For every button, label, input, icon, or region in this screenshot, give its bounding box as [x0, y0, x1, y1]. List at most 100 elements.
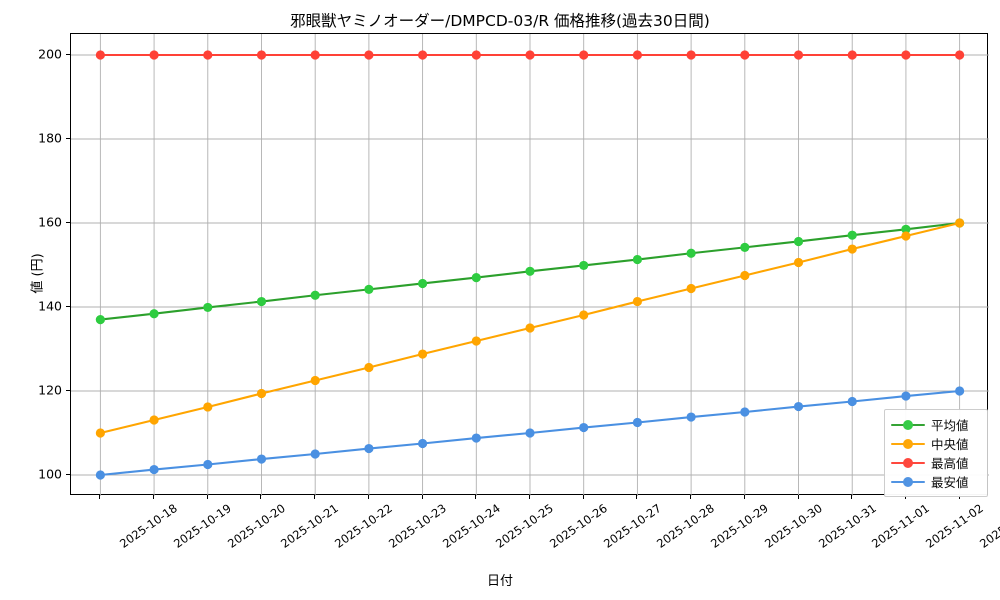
- x-axis-tick-mark: [153, 495, 155, 499]
- series-2: [95, 218, 965, 438]
- legend-item-2[interactable]: 中央値: [891, 434, 981, 453]
- legend-label: 中央値: [931, 437, 969, 452]
- data-point: [203, 459, 213, 470]
- data-point: [417, 278, 428, 289]
- data-point: [149, 415, 159, 425]
- data-point: [632, 417, 643, 428]
- data-point: [364, 284, 374, 294]
- data-point: [364, 50, 374, 60]
- data-point: [579, 422, 589, 433]
- x-tick-label: 2025-10-19: [171, 501, 234, 551]
- data-point: [955, 218, 965, 228]
- data-point: [632, 50, 643, 60]
- data-point: [579, 50, 589, 60]
- data-point: [364, 362, 374, 373]
- y-tick-label: 200: [38, 46, 62, 62]
- data-point: [901, 224, 911, 234]
- x-axis-tick-mark: [797, 495, 799, 499]
- y-tick-label: 160: [38, 214, 62, 230]
- data-point: [203, 302, 213, 313]
- data-point: [417, 438, 428, 449]
- data-point: [632, 296, 643, 307]
- data-point: [686, 248, 696, 258]
- data-point: [955, 386, 965, 396]
- data-point: [793, 50, 804, 60]
- data-point: [740, 50, 750, 60]
- y-tick-label: 100: [38, 466, 62, 482]
- data-point: [364, 443, 374, 454]
- data-point: [579, 260, 589, 271]
- data-point: [95, 428, 105, 438]
- x-tick-label: 2025-10-18: [117, 501, 181, 551]
- data-point: [256, 388, 267, 399]
- x-tick-label: 2025-10-26: [547, 501, 610, 551]
- x-tick-label: 2025-10-30: [761, 501, 825, 551]
- data-point: [471, 336, 481, 346]
- data-point: [740, 407, 750, 417]
- y-axis-tick-mark: [66, 390, 70, 391]
- data-point: [149, 50, 159, 60]
- data-point: [525, 50, 535, 60]
- data-point: [149, 309, 159, 319]
- legend-item-3[interactable]: 最高値: [891, 453, 981, 472]
- legend-marker-icon: [891, 437, 925, 451]
- data-point: [632, 254, 643, 265]
- data-point: [471, 50, 481, 60]
- legend-label: 最高値: [931, 456, 969, 471]
- series-4: [95, 386, 965, 480]
- x-axis-tick-mark: [636, 495, 638, 499]
- data-point: [95, 315, 105, 325]
- legend-item-4[interactable]: 最安値: [891, 472, 981, 491]
- x-axis-tick-mark: [421, 495, 423, 499]
- chart-legend: 平均値中央値最高値 最安値: [884, 409, 988, 497]
- legend-marker-icon: [891, 475, 925, 489]
- data-point: [686, 50, 696, 60]
- data-point: [95, 470, 105, 480]
- x-tick-label: 2025-10-22: [332, 501, 396, 551]
- y-axis-tick-mark: [66, 222, 70, 223]
- legend-marker-icon: [891, 456, 925, 470]
- x-axis-tick-mark: [958, 495, 960, 499]
- data-point: [256, 454, 267, 464]
- data-point: [310, 290, 320, 300]
- y-axis-tick-mark: [66, 306, 70, 307]
- x-axis-tick-mark: [690, 495, 692, 499]
- data-point: [793, 257, 804, 268]
- data-point: [740, 270, 750, 281]
- data-point: [310, 449, 320, 459]
- x-tick-label: 2025-10-31: [815, 501, 879, 551]
- data-point: [847, 50, 857, 60]
- data-point: [310, 50, 320, 60]
- y-axis-tick-labels: 100 120 140 160 180 200: [0, 0, 62, 600]
- data-point: [95, 50, 105, 60]
- data-point: [793, 401, 804, 412]
- x-axis-tick-mark: [367, 495, 369, 499]
- y-tick-label: 180: [38, 130, 62, 146]
- y-axis-tick-mark: [66, 54, 70, 55]
- data-point: [310, 375, 320, 386]
- y-tick-label: 120: [38, 382, 62, 398]
- x-tick-label: 2025-10-24: [439, 501, 503, 551]
- legend-marker-icon: [891, 418, 925, 432]
- x-axis-tick-mark: [529, 495, 530, 499]
- data-point: [417, 349, 428, 359]
- data-point: [471, 273, 481, 283]
- x-tick-label: 2025-11-01: [869, 501, 933, 551]
- data-point: [203, 50, 213, 60]
- x-tick-label: 2025-10-25: [493, 501, 557, 551]
- data-point: [471, 433, 481, 443]
- data-point: [847, 396, 857, 407]
- data-point: [847, 244, 857, 254]
- series-3: [95, 50, 965, 60]
- x-axis-tick-mark: [206, 495, 208, 499]
- x-axis-tick-mark: [582, 495, 584, 499]
- data-point: [579, 310, 589, 320]
- data-point: [740, 242, 750, 252]
- data-point: [256, 296, 267, 307]
- x-axis-tick-mark: [851, 495, 853, 499]
- x-axis-tick-mark: [904, 495, 906, 499]
- data-point: [149, 464, 159, 475]
- x-axis-tick-mark: [743, 495, 745, 499]
- legend-item-1[interactable]: 平均値: [891, 415, 981, 434]
